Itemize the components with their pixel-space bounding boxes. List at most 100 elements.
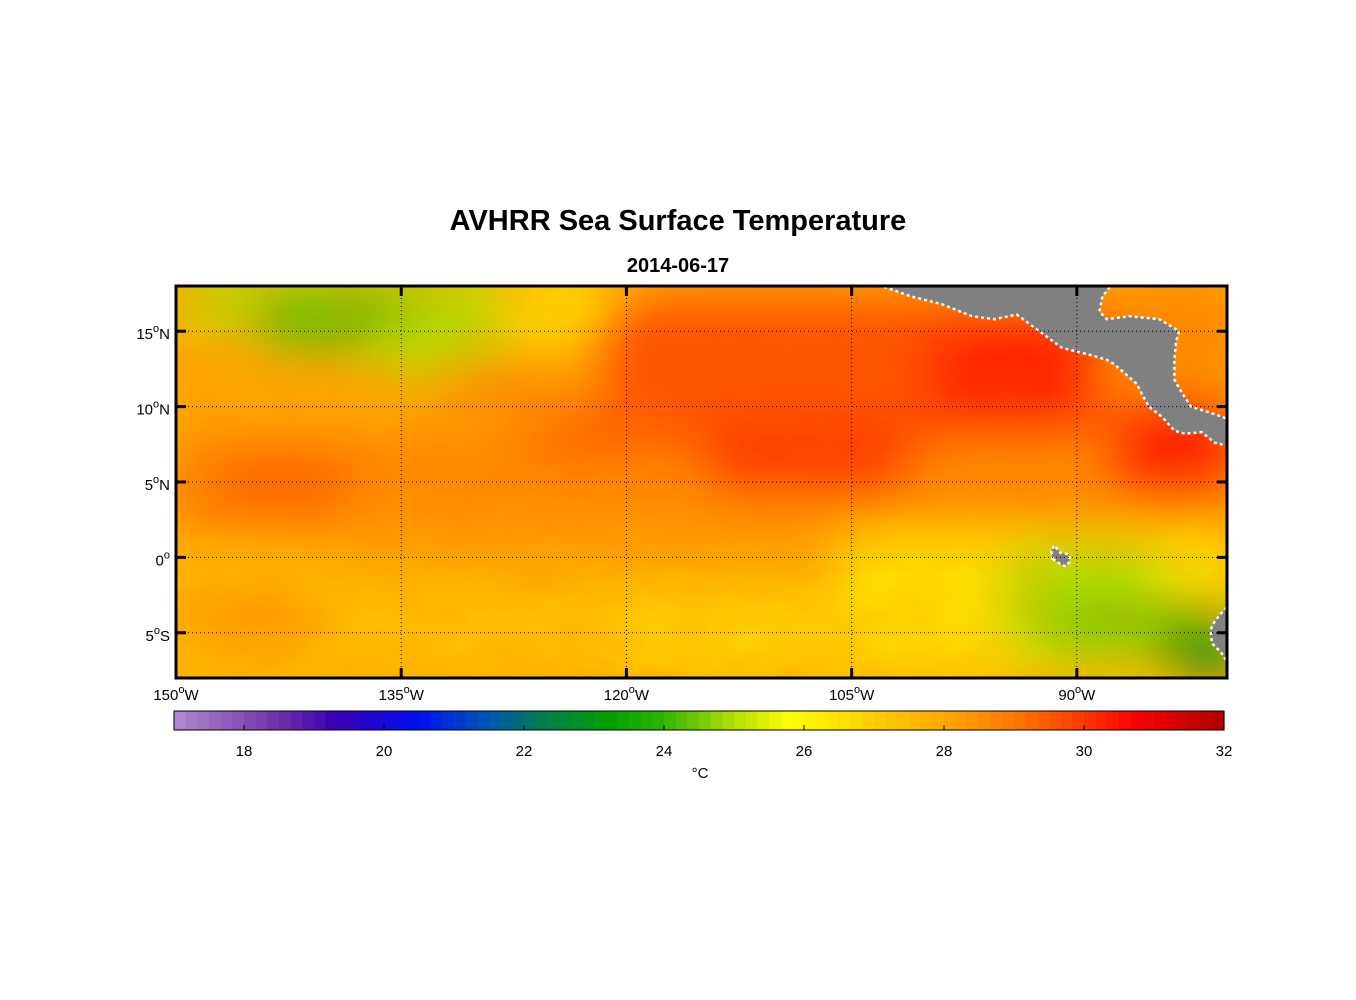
- colorbar-step: [290, 711, 303, 730]
- lat-label: 5oN: [145, 474, 170, 494]
- colorbar-step: [1177, 711, 1190, 730]
- colorbar-tick-label: 26: [796, 743, 813, 760]
- colorbar-step: [582, 711, 595, 730]
- colorbar-step: [407, 711, 420, 730]
- colorbar-step: [792, 711, 805, 730]
- colorbar-step: [535, 711, 548, 730]
- colorbar-step: [1095, 711, 1108, 730]
- colorbar-step: [1189, 711, 1202, 730]
- colorbar-step: [605, 711, 618, 730]
- figure-title: AVHRR Sea Surface Temperature: [449, 205, 907, 237]
- colorbar-tick-label: 32: [1216, 743, 1233, 760]
- colorbar-step: [465, 711, 478, 730]
- colorbar-step: [979, 711, 992, 730]
- colorbar-step: [839, 711, 852, 730]
- colorbar-step: [395, 711, 408, 730]
- colorbar-step: [594, 711, 607, 730]
- lat-label: 0o: [156, 549, 170, 569]
- colorbar-step: [349, 711, 362, 730]
- colorbar-step: [1060, 711, 1073, 730]
- colorbar-step: [1049, 711, 1062, 730]
- lon-label: 120oW: [604, 684, 650, 704]
- colorbar-step: [1154, 711, 1167, 730]
- colorbar-step: [1002, 711, 1015, 730]
- colorbar-step: [710, 711, 723, 730]
- colorbar-step: [500, 711, 513, 730]
- colorbar-step: [699, 711, 712, 730]
- colorbar-step: [1107, 711, 1120, 730]
- colorbar-step: [640, 711, 653, 730]
- colorbar-step: [255, 711, 268, 730]
- colorbar-step: [897, 711, 910, 730]
- colorbar-step: [1200, 711, 1213, 730]
- colorbar-step: [524, 711, 537, 730]
- colorbar-step: [477, 711, 490, 730]
- colorbar: [173, 710, 1225, 731]
- colorbar-unit: °C: [692, 765, 709, 782]
- colorbar-step: [1025, 711, 1038, 730]
- colorbar-step: [442, 711, 455, 730]
- colorbar-step: [512, 711, 525, 730]
- colorbar-step: [384, 711, 397, 730]
- lon-label: 135oW: [379, 684, 425, 704]
- colorbar-step: [185, 711, 198, 730]
- colorbar-step: [419, 711, 432, 730]
- colorbar-step: [944, 711, 957, 730]
- colorbar-step: [874, 711, 887, 730]
- lat-label: 5oS: [146, 625, 170, 645]
- colorbar-step: [780, 711, 793, 730]
- colorbar-step: [302, 711, 315, 730]
- colorbar-step: [815, 711, 828, 730]
- lon-label: 90oW: [1058, 684, 1096, 704]
- colorbar-step: [559, 711, 572, 730]
- map-tick-marks: [174, 286, 1227, 678]
- colorbar-step: [804, 711, 817, 730]
- colorbar-step: [722, 711, 735, 730]
- lon-label: 150oW: [153, 684, 199, 704]
- colorbar-step: [279, 711, 292, 730]
- colorbar-step: [197, 711, 210, 730]
- colorbar-step: [244, 711, 257, 730]
- lat-label: 15oN: [136, 323, 170, 343]
- latitude-labels: 15oN 10oN 5oN 0o 5oS: [136, 323, 170, 645]
- colorbar-step: [547, 711, 560, 730]
- colorbar-tick-label: 18: [236, 743, 253, 760]
- colorbar-step: [267, 711, 280, 730]
- figure-date: 2014-06-17: [626, 255, 730, 277]
- colorbar-step: [990, 711, 1003, 730]
- colorbar-step: [1212, 711, 1225, 730]
- colorbar-step: [1014, 711, 1027, 730]
- colorbar-step: [1142, 711, 1155, 730]
- colorbar-step: [1130, 711, 1143, 730]
- colorbar-tick-label: 28: [936, 743, 953, 760]
- colorbar-step: [454, 711, 467, 730]
- colorbar-step: [967, 711, 980, 730]
- colorbar-step: [885, 711, 898, 730]
- colorbar-step: [850, 711, 863, 730]
- colorbar-step: [920, 711, 933, 730]
- colorbar-tick-labels: 18 20 22 24 26 28 30 32: [236, 725, 1233, 760]
- colorbar-step: [629, 711, 642, 730]
- colorbar-step: [360, 711, 373, 730]
- lat-label: 10oN: [136, 399, 170, 419]
- colorbar-tick-label: 20: [376, 743, 393, 760]
- colorbar-frame: [173, 710, 1225, 731]
- colorbar-step: [430, 711, 443, 730]
- lon-label: 105oW: [829, 684, 875, 704]
- colorbar-step: [1072, 711, 1085, 730]
- colorbar-step: [1119, 711, 1132, 730]
- sst-texture: [176, 286, 1227, 678]
- colorbar-step: [745, 711, 758, 730]
- colorbar-step: [909, 711, 922, 730]
- colorbar-tick-label: 24: [656, 743, 673, 760]
- colorbar-step: [769, 711, 782, 730]
- colorbar-step: [675, 711, 688, 730]
- colorbar-step: [617, 711, 630, 730]
- colorbar-step: [325, 711, 338, 730]
- colorbar-step: [174, 711, 187, 730]
- colorbar-step: [757, 711, 770, 730]
- colorbar-step: [372, 711, 385, 730]
- colorbar-step: [220, 711, 233, 730]
- colorbar-step: [734, 711, 747, 730]
- longitude-labels: 150oW 135oW 120oW 105oW 90oW: [153, 684, 1096, 704]
